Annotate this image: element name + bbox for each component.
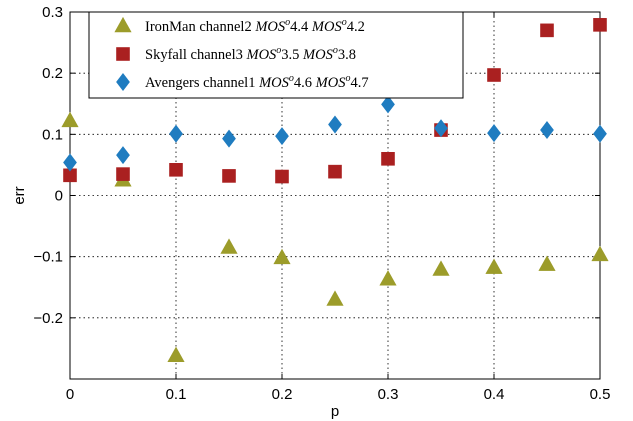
square-point	[540, 23, 554, 38]
x-tick-label: 0.3	[378, 386, 399, 403]
diamond-point	[540, 121, 554, 140]
x-tick-label: 0.1	[166, 386, 187, 403]
grid-lines	[70, 12, 600, 379]
diamond-point	[116, 146, 130, 165]
x-tick-label: 0	[66, 386, 74, 403]
square-point	[593, 18, 607, 32]
triangle-point	[167, 346, 185, 363]
legend-entry-label: Skyfall channel3 MOSo3.5 MOSo3.8	[145, 45, 356, 63]
square-point	[381, 152, 395, 166]
triangle-point	[379, 270, 397, 286]
x-tick-label: 0.4	[484, 386, 505, 403]
diamond-point	[63, 153, 77, 172]
square-point	[169, 163, 183, 177]
triangle-point	[591, 245, 609, 262]
square-point	[487, 68, 501, 82]
diamond-point	[328, 115, 342, 134]
axis-ticks: 0 0.1 0.2 0.3 0.4 0.5 −0.2 −0.1 0 0.1 0.2 0.3	[33, 4, 610, 403]
diamond-point	[222, 129, 236, 148]
legend-box	[88, 11, 464, 99]
y-tick-label: 0	[55, 188, 63, 205]
mos-hat-symbol: MOS	[258, 75, 290, 91]
y-tick-label: 0.1	[42, 126, 63, 143]
y-tick-label: 0.3	[42, 4, 63, 21]
triangle-point	[538, 255, 556, 271]
x-axis-label: p	[331, 403, 339, 420]
triangle-point	[273, 248, 291, 265]
square-point	[275, 169, 289, 184]
triangle-legend-marker	[114, 16, 132, 33]
y-tick-label: 0.2	[42, 65, 63, 82]
square-legend-marker	[116, 47, 130, 61]
triangle-point	[61, 111, 79, 128]
square-point	[222, 169, 236, 183]
y-tick-label: −0.2	[33, 310, 63, 327]
legend: IronMan channel2 MOSo4.4 MOSo4.2 Skyfall …	[88, 11, 464, 99]
diamond-point	[275, 127, 289, 146]
diamond-point	[381, 95, 395, 114]
legend-entry-label: Avengers channel1 MOSo4.6 MOSo4.7	[145, 73, 369, 91]
diamond-point	[593, 124, 607, 143]
y-axis-label: err	[11, 186, 28, 204]
diamond-point	[434, 119, 448, 138]
triangle-point	[326, 290, 344, 306]
triangle-point	[432, 260, 450, 276]
diamond-legend-marker	[116, 73, 130, 91]
square-point	[328, 164, 342, 179]
x-tick-label: 0.5	[590, 386, 611, 403]
triangle-point	[485, 258, 503, 274]
y-tick-label: −0.1	[33, 249, 63, 266]
x-tick-label: 0.2	[272, 386, 293, 403]
diamond-point	[169, 124, 183, 143]
legend-entry-label: IronMan channel2 MOSo4.4 MOSo4.2	[145, 17, 365, 35]
square-point	[116, 167, 130, 181]
mos-hat-symbol: MOS	[245, 47, 277, 63]
data-points	[61, 18, 609, 363]
mos-hat-symbol: MOS	[254, 19, 286, 35]
diamond-point	[487, 124, 501, 143]
triangle-point	[220, 238, 238, 254]
